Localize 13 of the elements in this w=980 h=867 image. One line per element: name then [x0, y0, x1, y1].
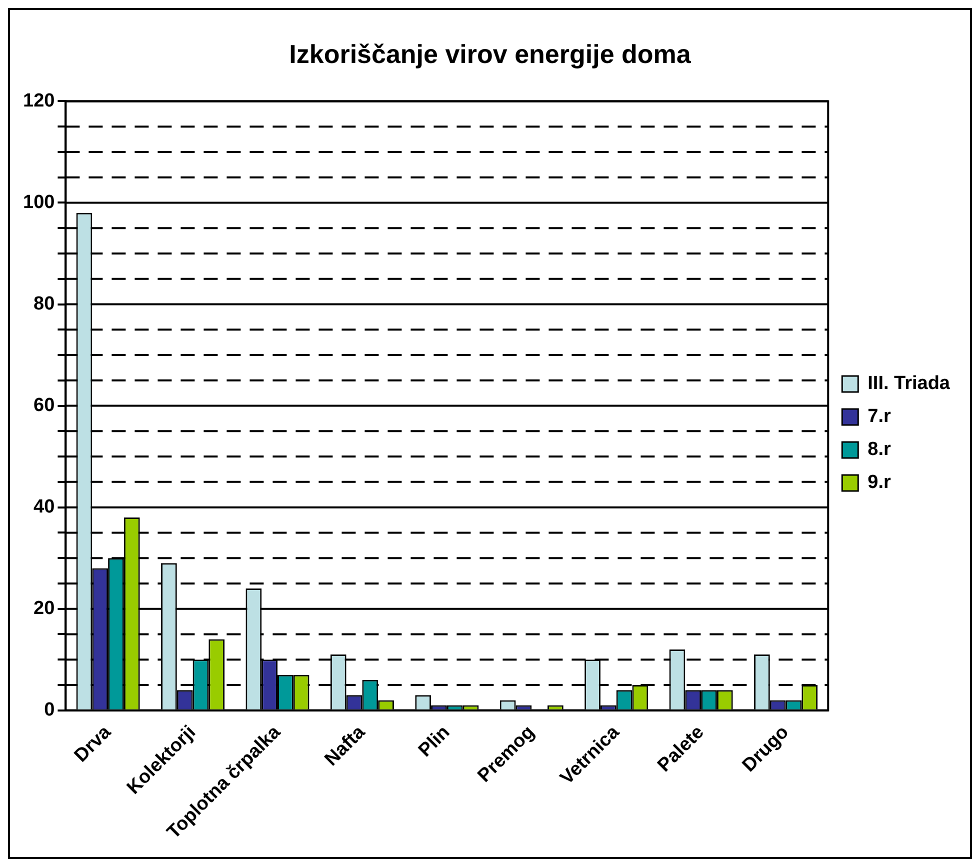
y-tick-label: 40 — [34, 496, 55, 518]
legend-label: 7.r — [868, 406, 892, 428]
x-tick-label: Plin — [414, 722, 454, 762]
legend-label: 8.r — [868, 439, 892, 460]
y-tick-label: 0 — [44, 700, 55, 721]
y-tick-label: 120 — [23, 90, 55, 112]
chart-title: Izkoriščanje virov energije doma — [289, 38, 692, 69]
legend-label: 9.r — [868, 472, 892, 494]
y-tick-label: 60 — [34, 395, 55, 416]
y-tick-label: 20 — [34, 598, 55, 620]
y-tick-label: 100 — [23, 192, 55, 213]
legend-label: III. Triada — [868, 373, 950, 394]
y-tick-label: 80 — [34, 293, 55, 314]
